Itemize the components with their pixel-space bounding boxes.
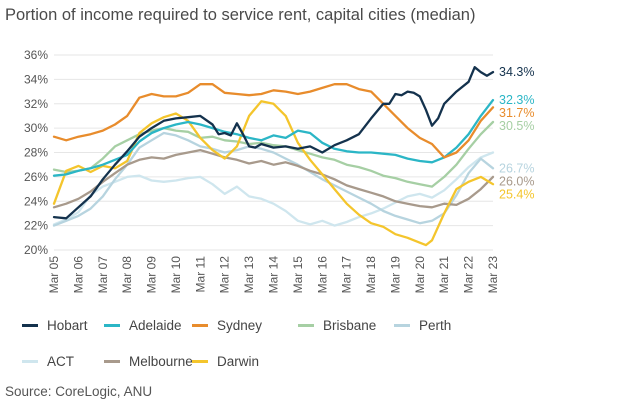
y-tick-label: 36% (24, 48, 48, 62)
y-tick-label: 28% (24, 146, 48, 160)
end-label-sydney: 31.7% (499, 106, 534, 120)
legend-item-melbourne: Melbourne (104, 354, 193, 369)
end-label-hobart: 34.3% (499, 65, 534, 79)
legend-swatch (22, 360, 38, 363)
x-tick-label: Mar 12 (218, 256, 232, 294)
y-tick-label: 30% (24, 121, 48, 135)
y-tick-label: 26% (24, 170, 48, 184)
x-tick-label: Mar 15 (291, 256, 305, 294)
legend-swatch (104, 360, 120, 363)
end-label-brisbane: 30.5% (499, 119, 534, 133)
end-label-melbourne: 26.0% (499, 174, 534, 188)
legend-label: Hobart (47, 318, 88, 333)
x-tick-label: Mar 17 (340, 256, 354, 294)
legend-swatch (192, 360, 208, 363)
x-tick-label: Mar 18 (364, 256, 378, 294)
legend: Hobart Adelaide Sydney Brisbane Perth ACT Melb… (22, 318, 502, 378)
y-tick-label: 32% (24, 97, 48, 111)
x-tick-label: Mar 11 (193, 256, 207, 293)
series-line-act (52, 151, 495, 227)
x-tick-label: Mar 16 (315, 256, 329, 294)
legend-item-perth: Perth (394, 318, 451, 333)
x-tick-label: Mar 13 (242, 256, 256, 294)
legend-label: ACT (47, 354, 74, 369)
legend-item-brisbane: Brisbane (298, 318, 376, 333)
legend-label: Perth (419, 318, 452, 333)
legend-label: Sydney (217, 318, 263, 333)
x-tick-label: Mar 10 (169, 256, 183, 294)
legend-swatch (22, 324, 38, 327)
chart-title: Portion of income required to service re… (5, 6, 476, 24)
y-axis-tick-labels: 20% 22% 24% 26% 28% 30% 32% 34% 36% (24, 48, 48, 257)
end-label-adelaide: 32.3% (499, 93, 534, 107)
x-tick-label: Mar 07 (96, 256, 110, 294)
legend-item-hobart: Hobart (22, 318, 88, 333)
x-axis-tick-labels: Mar 05 Mar 06 Mar 07 Mar 08 Mar 09 Mar 10 Mar … (47, 256, 500, 294)
legend-swatch (298, 324, 314, 327)
x-tick-label: Mar 20 (413, 256, 427, 294)
end-label-perth: 26.7% (499, 161, 534, 175)
x-tick-label: Mar 22 (462, 256, 476, 294)
legend-item-darwin: Darwin (192, 354, 259, 369)
x-tick-label: Mar 19 (388, 256, 402, 294)
legend-swatch (394, 324, 410, 327)
legend-item-adelaide: Adelaide (104, 318, 182, 333)
y-tick-label: 20% (24, 243, 48, 257)
x-tick-label: Mar 21 (437, 256, 451, 294)
legend-label: Adelaide (129, 318, 182, 333)
legend-swatch (192, 324, 208, 327)
legend-item-sydney: Sydney (192, 318, 262, 333)
legend-swatch (104, 324, 120, 327)
series-line-melbourne (52, 148, 495, 209)
series-end-labels: 34.3% 32.3%31.7%30.5% 26.7%26.0%25.4% (499, 65, 534, 201)
y-tick-label: 34% (24, 72, 48, 86)
x-tick-label: Mar 08 (120, 256, 134, 294)
x-tick-label: Mar 09 (145, 256, 159, 294)
end-label-darwin: 25.4% (499, 187, 534, 201)
y-tick-label: 24% (24, 194, 48, 208)
series-line-adelaide (52, 98, 495, 177)
series-lines (52, 66, 495, 247)
legend-item-act: ACT (22, 354, 74, 369)
legend-label: Darwin (217, 354, 260, 369)
legend-label: Brisbane (323, 318, 377, 333)
series-line-darwin (52, 100, 495, 247)
x-tick-label: Mar 05 (47, 256, 61, 294)
legend-label: Melbourne (129, 354, 193, 369)
x-tick-label: Mar 23 (486, 256, 500, 294)
series-line-sydney (52, 83, 495, 159)
source-note: Source: CoreLogic, ANU (5, 384, 153, 399)
series-line-brisbane (52, 120, 495, 188)
y-tick-label: 22% (24, 219, 48, 233)
series-line-hobart (52, 66, 495, 220)
x-tick-label: Mar 14 (267, 256, 281, 294)
x-tick-label: Mar 06 (71, 256, 85, 294)
